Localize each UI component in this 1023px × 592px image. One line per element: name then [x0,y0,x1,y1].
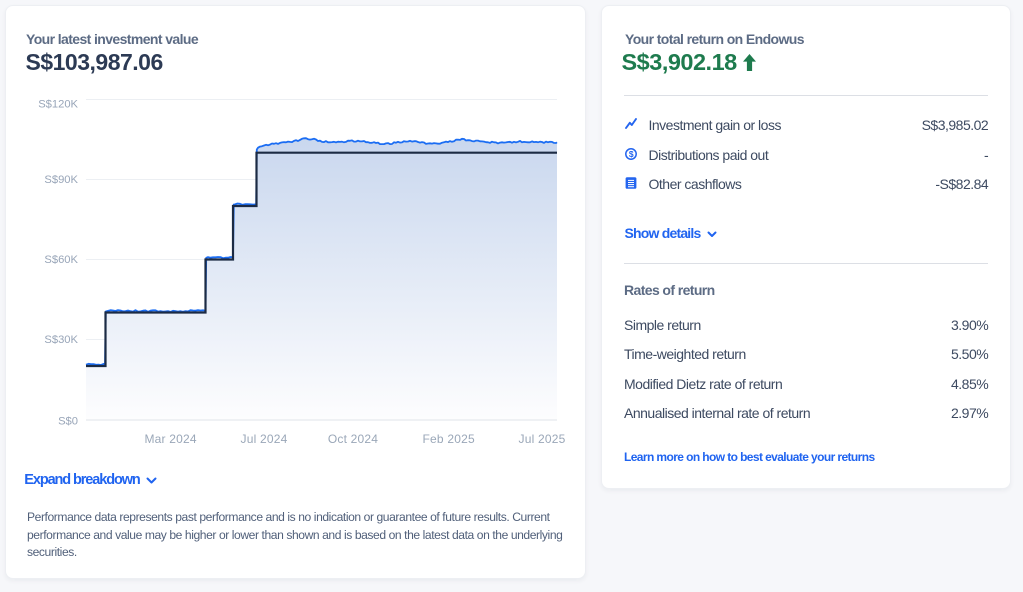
svg-text:$: $ [629,149,634,159]
